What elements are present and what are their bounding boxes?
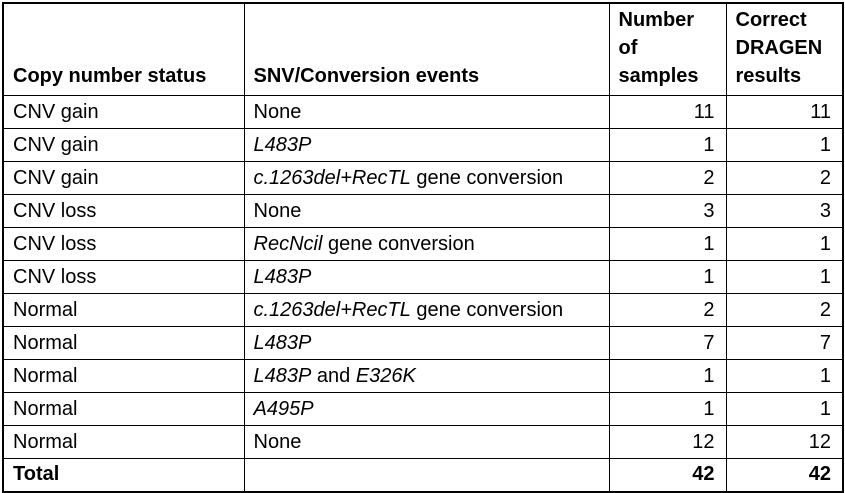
gene-name-italic: RecNcil <box>253 232 323 255</box>
table-body: CNV gain None 11 11 CNV gain L483P 1 1 CNV gain c… <box>2 95 844 492</box>
gene-name-italic: c.1263del+RecTL <box>253 298 411 321</box>
header-row: Copy number status SNV/Conversion events… <box>2 2 844 96</box>
gene-name-italic: L483P <box>253 364 312 387</box>
cell-correct-dragen-results: 12 <box>725 425 844 459</box>
cell-snv-conversion-events: None <box>243 95 610 129</box>
cell-correct-dragen-results: 1 <box>725 359 844 393</box>
table-row: CNV loss L483P 1 1 <box>2 260 844 294</box>
cell-correct-dragen-results: 7 <box>725 326 844 360</box>
cell-snv-conversion-events: L483P <box>243 128 610 162</box>
cell-snv-conversion-events <box>243 458 610 492</box>
table-row: Normal L483P 7 7 <box>2 326 844 360</box>
cell-copy-number-status: Normal <box>2 326 245 360</box>
cell-copy-number-status: Normal <box>2 293 245 327</box>
table-header: Copy number status SNV/Conversion events… <box>2 2 844 96</box>
cell-snv-conversion-events: None <box>243 194 610 228</box>
gene-name-italic: L483P <box>253 133 312 156</box>
table-row: CNV gain L483P 1 1 <box>2 128 844 162</box>
cell-copy-number-status: Normal <box>2 425 245 459</box>
table-row: Normal None 12 12 <box>2 425 844 459</box>
cell-snv-conversion-events: L483P and E326K <box>243 359 610 393</box>
cell-correct-dragen-results: 3 <box>725 194 844 228</box>
event-text: gene conversion <box>410 166 564 189</box>
cell-correct-dragen-results: 2 <box>725 293 844 327</box>
cell-copy-number-status: Normal <box>2 359 245 393</box>
col-header-snv-conversion-events: SNV/Conversion events <box>243 2 610 96</box>
table-row: Normal c.1263del+RecTL gene conversion 2 2 <box>2 293 844 327</box>
cell-number-of-samples: 12 <box>608 425 727 459</box>
table-row: Normal A495P 1 1 <box>2 392 844 426</box>
cell-number-of-samples: 42 <box>608 458 727 492</box>
cell-snv-conversion-events: A495P <box>243 392 610 426</box>
cell-number-of-samples: 1 <box>608 392 727 426</box>
cell-number-of-samples: 11 <box>608 95 727 129</box>
table-row: CNV loss None 3 3 <box>2 194 844 228</box>
cell-number-of-samples: 2 <box>608 161 727 195</box>
cell-correct-dragen-results: 1 <box>725 392 844 426</box>
cell-number-of-samples: 2 <box>608 293 727 327</box>
table-row: CNV loss RecNcil gene conversion 1 1 <box>2 227 844 261</box>
event-text: gene conversion <box>322 232 475 255</box>
cell-snv-conversion-events: c.1263del+RecTL gene conversion <box>243 161 610 195</box>
cell-correct-dragen-results: 1 <box>725 227 844 261</box>
col-header-correct-dragen-results: Correct DRAGEN results <box>725 2 844 96</box>
gene-name-italic: L483P <box>253 331 312 354</box>
table-row: Normal L483P and E326K 1 1 <box>2 359 844 393</box>
cell-correct-dragen-results: 42 <box>725 458 844 492</box>
cell-copy-number-status: CNV loss <box>2 194 245 228</box>
cell-snv-conversion-events: L483P <box>243 260 610 294</box>
gene-name-italic: A495P <box>253 397 314 420</box>
cell-number-of-samples: 1 <box>608 260 727 294</box>
col-header-copy-number-status: Copy number status <box>2 2 245 96</box>
gene-name-italic: L483P <box>253 265 312 288</box>
cell-snv-conversion-events: L483P <box>243 326 610 360</box>
table-row: CNV gain None 11 11 <box>2 95 844 129</box>
gene-name-italic: E326K <box>355 364 416 387</box>
cell-number-of-samples: 1 <box>608 128 727 162</box>
cell-correct-dragen-results: 2 <box>725 161 844 195</box>
cell-copy-number-status: Normal <box>2 392 245 426</box>
gene-name-italic: c.1263del+RecTL <box>253 166 411 189</box>
table-row: CNV gain c.1263del+RecTL gene conversion 2… <box>2 161 844 195</box>
event-text: None <box>253 430 302 453</box>
cell-correct-dragen-results: 1 <box>725 260 844 294</box>
cell-correct-dragen-results: 1 <box>725 128 844 162</box>
cell-copy-number-status: CNV gain <box>2 95 245 129</box>
cell-copy-number-status: CNV loss <box>2 227 245 261</box>
event-text: None <box>253 100 302 123</box>
event-text: None <box>253 199 302 222</box>
cell-number-of-samples: 3 <box>608 194 727 228</box>
cell-snv-conversion-events: RecNcil gene conversion <box>243 227 610 261</box>
event-text: and <box>311 364 356 387</box>
cell-correct-dragen-results: 11 <box>725 95 844 129</box>
cell-snv-conversion-events: None <box>243 425 610 459</box>
cell-snv-conversion-events: c.1263del+RecTL gene conversion <box>243 293 610 327</box>
cell-number-of-samples: 1 <box>608 227 727 261</box>
cell-copy-number-status: CNV gain <box>2 128 245 162</box>
cell-number-of-samples: 7 <box>608 326 727 360</box>
cell-copy-number-status: Total <box>2 458 245 492</box>
cell-number-of-samples: 1 <box>608 359 727 393</box>
cell-copy-number-status: CNV gain <box>2 161 245 195</box>
col-header-number-of-samples: Number of samples <box>608 2 727 96</box>
cell-copy-number-status: CNV loss <box>2 260 245 294</box>
table-row: Total 42 42 <box>2 458 844 492</box>
event-text: gene conversion <box>410 298 564 321</box>
